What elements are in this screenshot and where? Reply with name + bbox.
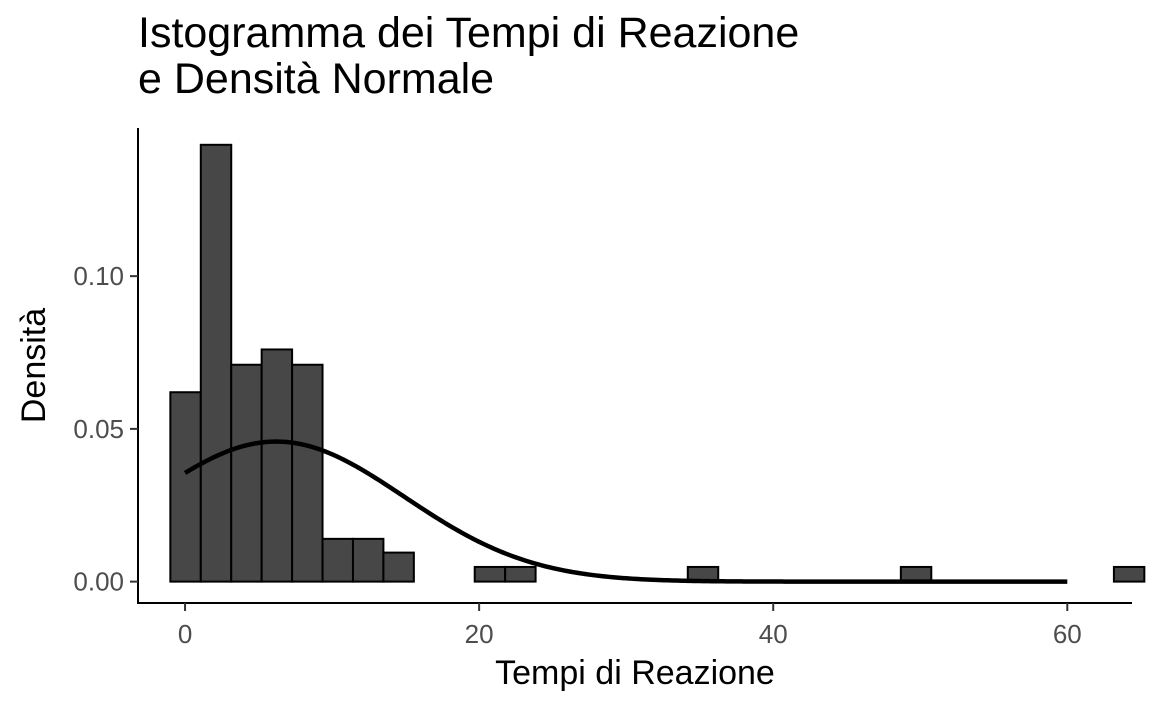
- y-tick-label: 0.00: [73, 567, 124, 597]
- histogram-bar: [504, 565, 537, 583]
- y-axis-ticks: 0.00 0.05 0.10: [73, 261, 138, 597]
- x-axis-title: Tempi di Reazione: [495, 654, 775, 692]
- histogram-bar: [291, 363, 324, 583]
- histogram-bar: [230, 363, 263, 583]
- x-tick-label: 60: [1053, 619, 1082, 649]
- chart-title-line-2: e Densità Normale: [138, 55, 495, 103]
- histogram-bar: [473, 565, 507, 583]
- chart-title-line-1: Istogramma dei Tempi di Reazione: [138, 9, 800, 57]
- x-axis-ticks: 0 20 40 60: [178, 603, 1082, 649]
- histogram-bar: [260, 348, 294, 583]
- histogram-bar: [199, 143, 233, 583]
- y-axis-title: Densità: [15, 308, 53, 423]
- normal-density-curve: [183, 439, 1068, 584]
- histogram-bar: [169, 391, 202, 583]
- y-tick-label: 0.10: [73, 261, 124, 291]
- chart-title: Istogramma dei Tempi di Reazione e Densi…: [138, 10, 799, 102]
- histogram-bar: [382, 551, 415, 583]
- y-tick-label: 0.05: [73, 414, 124, 444]
- histogram-bar: [1112, 565, 1146, 583]
- x-tick-label: 0: [178, 619, 192, 649]
- x-tick-label: 40: [759, 619, 788, 649]
- histogram-bars: [169, 143, 1146, 583]
- histogram-bar: [321, 537, 354, 583]
- histogram-bar: [351, 537, 385, 583]
- x-tick-label: 20: [465, 619, 494, 649]
